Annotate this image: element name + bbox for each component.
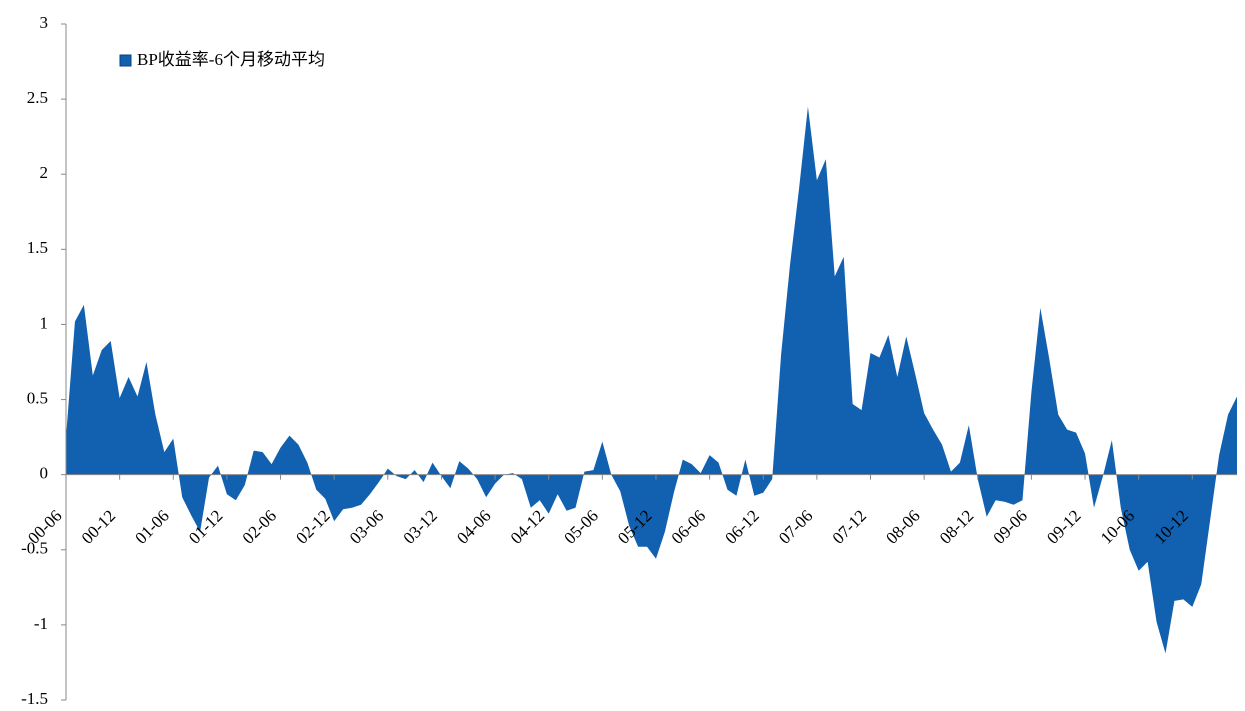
y-tick-label: -1.5: [21, 689, 48, 708]
y-tick-label: 0.5: [27, 388, 48, 407]
x-tick-label: 04-06: [453, 506, 494, 547]
x-tick-label: 05-06: [560, 506, 601, 547]
x-tick-label: 03-06: [346, 506, 387, 547]
y-tick-label: 1: [40, 313, 49, 332]
area: [66, 106, 1237, 654]
x-tick-label: 07-12: [829, 506, 870, 547]
y-tick-label: 1.5: [27, 238, 48, 257]
x-tick-label: 06-06: [668, 506, 709, 547]
x-tick-label: 03-12: [400, 506, 441, 547]
y-tick-label: 3: [40, 13, 49, 32]
y-tick-label: 2.5: [27, 88, 48, 107]
x-tick-label: 08-06: [882, 506, 923, 547]
y-tick-label: 0: [40, 464, 49, 483]
y-tick-label: -1: [34, 614, 48, 633]
y-tick-label: 2: [40, 163, 49, 182]
x-tick-label: 09-06: [990, 506, 1031, 547]
x-tick-label: 09-12: [1043, 506, 1084, 547]
legend-label: BP收益率-6个月移动平均: [137, 50, 325, 69]
x-tick-label: 08-12: [936, 506, 977, 547]
x-tick-label: 02-12: [292, 506, 333, 547]
x-tick-label: 06-12: [721, 506, 762, 547]
y-tick-label: -0.5: [21, 539, 48, 558]
legend-swatch: [119, 54, 132, 67]
x-tick-label: 00-12: [78, 506, 119, 547]
x-tick-label: 01-06: [131, 506, 172, 547]
x-tick-label: 02-06: [239, 506, 280, 547]
x-tick-label: 07-06: [775, 506, 816, 547]
x-tick-label: 04-12: [507, 506, 548, 547]
